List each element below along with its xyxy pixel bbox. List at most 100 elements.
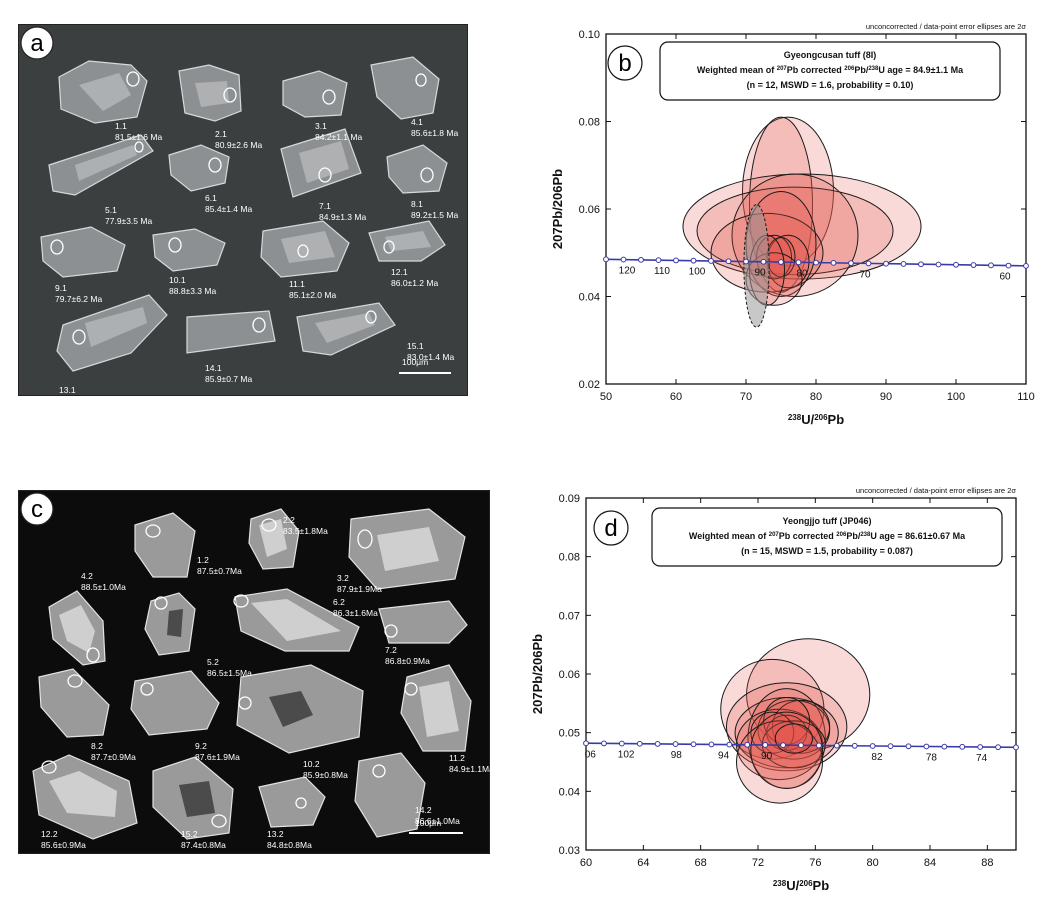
chart-svg-d: unconcorrected / data-point error ellips… (530, 486, 1019, 893)
x-tick-label: 72 (752, 857, 764, 869)
grain-id-label: 10.2 (303, 759, 320, 769)
concordia-age-marker (970, 262, 977, 268)
concordia-age-marker (583, 740, 589, 747)
concordia-age-marker (883, 260, 889, 267)
concordia-age-marker (744, 741, 751, 748)
concordia-age-marker (798, 742, 804, 749)
concordia-age-label: 94 (718, 751, 730, 762)
concordia-age-marker (778, 259, 784, 265)
sample-title: Gyeongcusan tuff (8I) (784, 50, 877, 60)
y-tick-label: 0.03 (559, 845, 580, 857)
grain-age-label: 79.7±6.2 Ma (55, 294, 102, 304)
concordia-age-marker (795, 259, 802, 266)
panel-letter-circle (607, 45, 643, 81)
grain-age-label: 84.9±1.3 Ma (319, 212, 366, 222)
panel-letter-a: a (20, 26, 54, 60)
x-axis-label: 238U/206Pb (773, 878, 829, 893)
x-tick-label: 60 (670, 391, 682, 403)
concordia-age-marker (726, 741, 733, 748)
concordia-age-marker (953, 261, 959, 268)
concordia-age-marker (762, 742, 769, 748)
zircon-grain (186, 310, 276, 354)
result-box (651, 507, 1003, 567)
error-ellipse (750, 711, 823, 789)
panel-letter-circle (593, 510, 629, 546)
grain-age-label: 87.6±1.9Ma (195, 752, 240, 762)
concordia-age-label: 102 (618, 750, 635, 761)
y-tick-label: 0.04 (559, 786, 580, 798)
concordia-age-marker (851, 742, 858, 749)
grain-age-label: 85.1±2.0 Ma (289, 290, 336, 300)
grain-age-label: 86.0±1.2 Ma (391, 278, 438, 288)
scale-bar-label: 100μm (402, 357, 428, 367)
grain-id-label: 5.1 (105, 205, 117, 215)
grain-id-label: 5.2 (207, 657, 219, 667)
grain-id-label: 11.2 (449, 753, 465, 763)
x-tick-label: 68 (695, 857, 707, 869)
concordia-age-label: 90 (761, 751, 773, 762)
error-ellipse (774, 723, 813, 754)
x-tick-label: 84 (924, 857, 936, 869)
x-tick-label: 80 (810, 391, 822, 403)
concordia-age-marker (941, 743, 948, 750)
concordia-age-marker (672, 741, 679, 747)
zircon-grain (386, 144, 448, 194)
grain-age-label: 87.7±0.9Ma (91, 752, 136, 762)
concordia-age-label: 60 (999, 272, 1011, 283)
concordia-age-marker (830, 259, 837, 266)
scale-bar-label: 100μm (415, 818, 441, 828)
grain-age-label: 83.0±1.4 Ma (407, 352, 454, 362)
grain-age-label: 86.6±1.0Ma (415, 816, 460, 826)
concordia-age-label: 70 (859, 269, 871, 280)
concordia-age-marker (995, 744, 1001, 751)
cathodoluminescence-image-c: 100μm 4.2 88.5±1.0Ma 1.2 87.5±0.7Ma 2.2 83.5±… (18, 490, 494, 854)
sample-title: Yeongjjo tuff (JP046) (782, 516, 871, 526)
x-tick-label: 70 (740, 391, 752, 403)
grain-id-label: 1.2 (197, 555, 209, 565)
concordia-age-label: 110 (654, 266, 670, 277)
concordia-chart-b: unconcorrected / data-point error ellips… (540, 6, 1035, 436)
concordia-age-marker (620, 256, 627, 263)
concordia-age-marker (959, 743, 966, 750)
grain-id-label: 15.1 (407, 341, 424, 351)
panel-letter: d (604, 515, 617, 542)
x-tick-label: 60 (580, 857, 592, 869)
grain-id-label: 13.1 (59, 385, 76, 395)
weighted-mean-line: Weighted mean of 207Pb corrected 206Pb/2… (689, 531, 966, 541)
x-tick-label: 100 (947, 391, 965, 403)
y-tick-label: 0.04 (579, 292, 600, 304)
y-tick-label: 0.06 (559, 669, 580, 681)
y-tick-label: 0.10 (579, 29, 600, 41)
concordia-age-label: 98 (671, 750, 683, 761)
concordia-age-marker (900, 261, 907, 267)
grain-id-label: 7.2 (385, 645, 397, 655)
statistics-line: (n = 15, MSWD = 1.5, probability = 0.087… (741, 546, 913, 556)
concordia-age-marker (887, 743, 894, 750)
grain-id-label: 7.1 (319, 201, 331, 211)
concordia-age-marker (869, 743, 876, 749)
concordia-age-marker (833, 742, 840, 749)
zircon-grain (168, 144, 230, 192)
y-tick-label: 0.08 (559, 552, 580, 564)
x-tick-label: 64 (637, 857, 649, 869)
error-ellipse (743, 204, 770, 328)
concordia-age-marker (655, 257, 662, 264)
grain-id-label: 6.2 (333, 597, 345, 607)
grain-age-label: 81.5±1.6 Ma (115, 132, 162, 142)
zircon-grain (130, 670, 220, 736)
zircon-grain (370, 56, 440, 120)
concordia-age-marker (708, 258, 714, 264)
concordia-age-marker (1023, 262, 1029, 269)
concordia-age-marker (816, 742, 822, 749)
zircon-grain (152, 228, 226, 272)
grain-age-label: 86.5±1.5Ma (207, 668, 252, 678)
concordia-age-marker (708, 741, 715, 748)
zircon-grain (38, 668, 110, 738)
concordia-age-label: 82 (871, 752, 883, 763)
y-tick-label: 0.07 (559, 610, 580, 622)
grain-id-label: 10.1 (169, 275, 186, 285)
grain-age-label: 80.9±2.6 Ma (215, 140, 262, 150)
concordia-age-marker (813, 259, 819, 266)
chart-note: unconcorrected / data-point error ellips… (856, 486, 1017, 495)
zircon-grain (354, 752, 426, 838)
